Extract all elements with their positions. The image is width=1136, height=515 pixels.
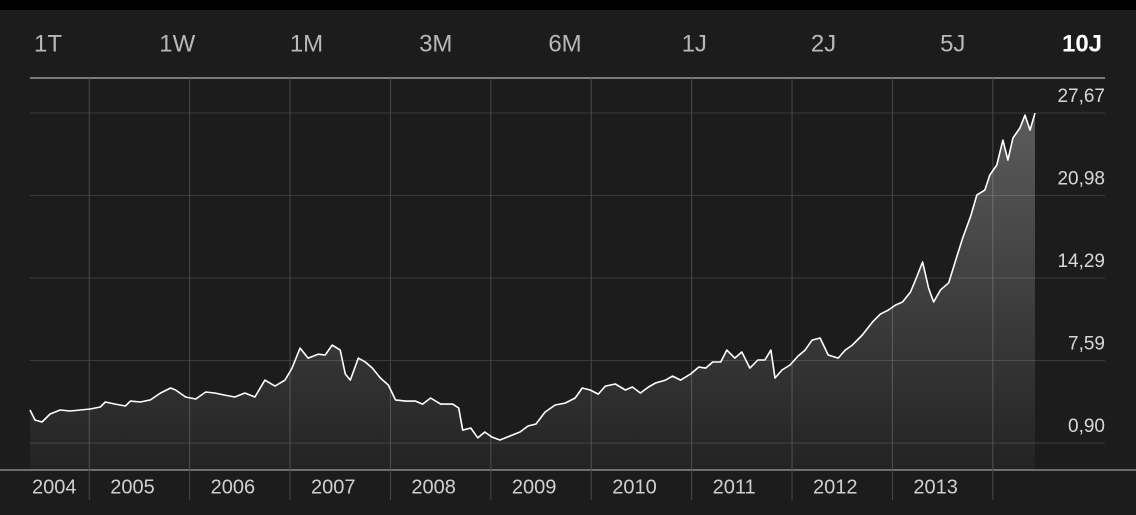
x-tick-label: 2009 (512, 476, 557, 498)
y-tick-label: 20,98 (1057, 168, 1105, 189)
x-tick-label: 2006 (211, 476, 256, 498)
range-tab[interactable]: 3M (419, 30, 452, 57)
y-tick-label: 14,29 (1057, 251, 1105, 272)
range-tab[interactable]: 1W (159, 30, 195, 57)
range-tab[interactable]: 10J (1062, 30, 1102, 57)
x-tick-label: 2008 (411, 476, 456, 498)
x-tick-label: 2004 (32, 476, 77, 498)
plot (29, 112, 1036, 470)
y-tick-label: 27,67 (1057, 86, 1105, 107)
range-tab[interactable]: 6M (548, 30, 581, 57)
y-tick-label: 0,90 (1068, 416, 1105, 437)
range-tab[interactable]: 1T (34, 30, 62, 57)
range-tab[interactable]: 5J (940, 30, 965, 57)
x-tick-label: 2007 (311, 476, 356, 498)
x-tick-label: 2012 (813, 476, 858, 498)
axis-labels: 0,90 7,59 14,29 20,98 27,67 2004 2005 2006 2007 2… (32, 86, 1105, 498)
range-tabs: 1T 1W 1M 3M 6M 1J 2J 5J 10J (34, 30, 1102, 57)
range-tab[interactable]: 1M (290, 30, 323, 57)
top-strip (0, 0, 1136, 10)
range-tab[interactable]: 1J (682, 30, 707, 57)
x-tick-label: 2011 (713, 476, 756, 498)
price-line (29, 112, 1036, 441)
x-tick-label: 2010 (612, 476, 657, 498)
area-fill (30, 113, 1035, 470)
x-tick-label: 2013 (913, 476, 958, 498)
range-tab[interactable]: 2J (811, 30, 836, 57)
x-tick-label: 2005 (110, 476, 155, 498)
y-tick-label: 7,59 (1068, 334, 1105, 355)
